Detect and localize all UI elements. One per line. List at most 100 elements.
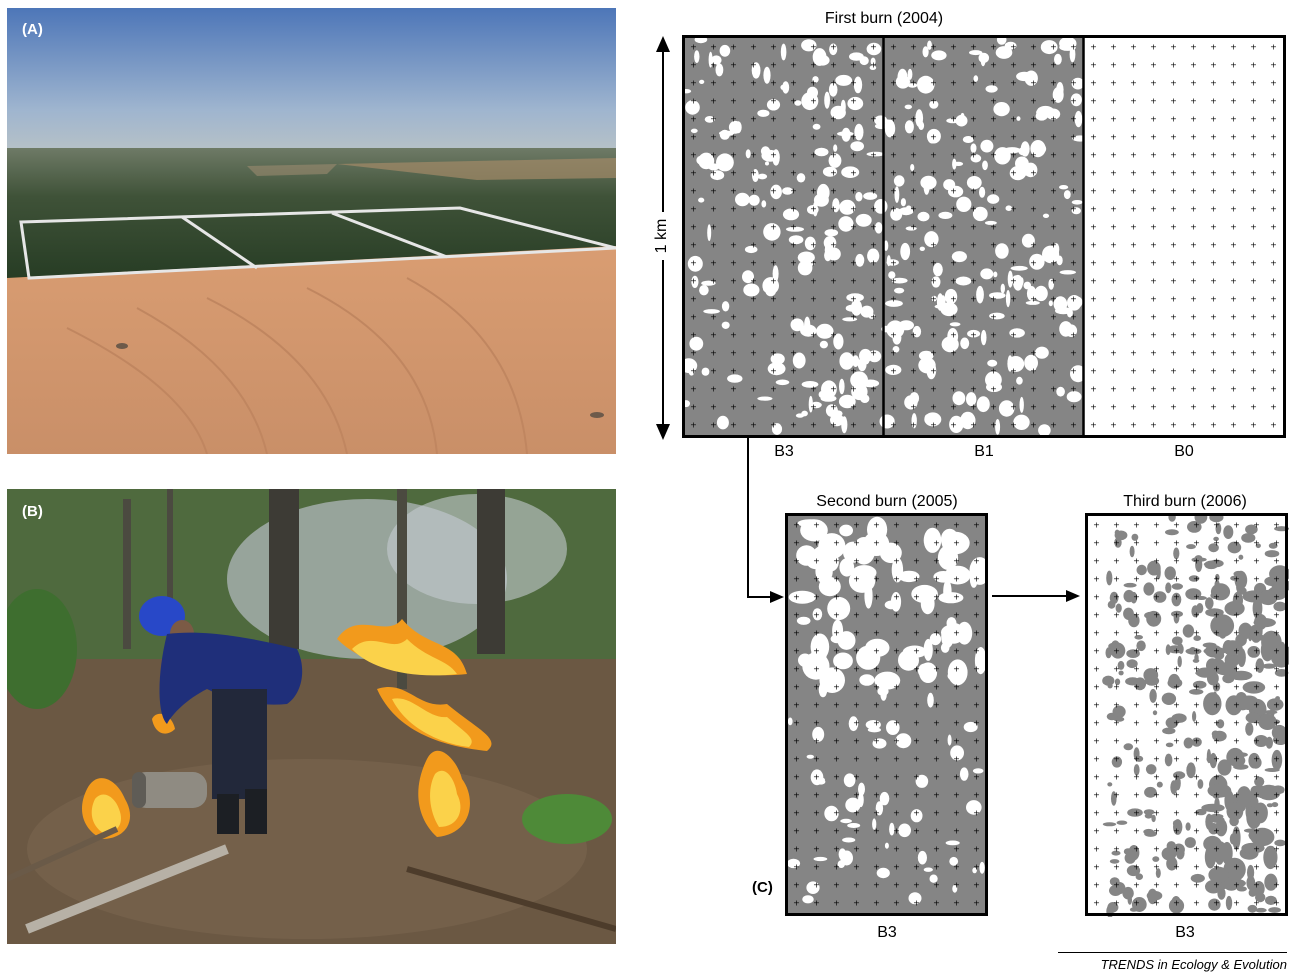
- patch: [1264, 873, 1278, 891]
- grid-marker: +: [790, 133, 797, 142]
- patch: [1145, 764, 1157, 775]
- grid-marker: +: [1173, 845, 1180, 854]
- grid-marker: +: [793, 593, 800, 602]
- grid-marker: +: [893, 575, 900, 584]
- patch: [727, 374, 743, 383]
- grid-marker: +: [1213, 575, 1220, 584]
- grid-marker: +: [1210, 403, 1217, 412]
- patch: [967, 329, 981, 338]
- grid-marker: +: [1230, 151, 1237, 160]
- grid-marker: +: [1133, 521, 1140, 530]
- grid-marker: +: [1253, 845, 1260, 854]
- grid-marker: +: [1010, 367, 1017, 376]
- patch: [1188, 575, 1200, 582]
- patch: [1162, 727, 1176, 735]
- grid-marker: +: [1070, 79, 1077, 88]
- patch: [1271, 802, 1279, 808]
- grid-marker: +: [810, 187, 817, 196]
- grid-marker: +: [1190, 259, 1197, 268]
- patch: [1171, 583, 1183, 590]
- patch: [1203, 561, 1220, 567]
- grid-marker: +: [1270, 277, 1277, 286]
- grid-marker: +: [913, 863, 920, 872]
- grid-marker: +: [850, 241, 857, 250]
- patch: [801, 381, 819, 388]
- grid-marker: +: [933, 701, 940, 710]
- grid-marker: +: [1070, 331, 1077, 340]
- grid-marker: +: [910, 385, 917, 394]
- grid-marker: +: [1133, 881, 1140, 890]
- patch: [976, 396, 990, 413]
- grid-marker: +: [1233, 719, 1240, 728]
- grid-marker: +: [690, 79, 697, 88]
- patch: [885, 300, 903, 307]
- grid-marker: +: [1233, 845, 1240, 854]
- patch: [980, 56, 986, 67]
- grid-marker: +: [1230, 385, 1237, 394]
- patch: [1016, 71, 1033, 82]
- grid-marker: +: [1213, 629, 1220, 638]
- patch: [1107, 683, 1113, 689]
- grid-marker: +: [1130, 385, 1137, 394]
- patch: [874, 671, 901, 690]
- grid-marker: +: [1250, 277, 1257, 286]
- arrow-head: [1066, 590, 1080, 602]
- grid-marker: +: [873, 611, 880, 620]
- grid-marker: +: [930, 349, 937, 358]
- grid-marker: +: [1153, 881, 1160, 890]
- grid-marker: +: [1250, 241, 1257, 250]
- grid-marker: +: [1133, 899, 1140, 908]
- patch: [955, 276, 972, 286]
- patch: [1253, 735, 1269, 747]
- grid-marker: +: [830, 277, 837, 286]
- patch: [1238, 695, 1260, 711]
- patch: [1124, 852, 1136, 864]
- grid-marker: +: [930, 241, 937, 250]
- grid-marker: +: [990, 151, 997, 160]
- grid-marker: +: [790, 349, 797, 358]
- patch: [804, 236, 816, 251]
- patch: [795, 413, 805, 418]
- grid-marker: +: [873, 539, 880, 548]
- grid-marker: +: [710, 385, 717, 394]
- patch: [1255, 892, 1266, 903]
- grid-marker: +: [913, 629, 920, 638]
- patch: [817, 183, 830, 202]
- grid-marker: +: [793, 827, 800, 836]
- patch: [832, 198, 840, 213]
- patch: [790, 318, 804, 332]
- patch: [1056, 386, 1065, 397]
- patch: [876, 867, 890, 879]
- grid-marker: +: [893, 683, 900, 692]
- grid-marker: +: [1150, 205, 1157, 214]
- grid-marker: +: [1093, 557, 1100, 566]
- grid-marker: +: [830, 403, 837, 412]
- grid-marker: +: [1090, 151, 1097, 160]
- patch: [966, 392, 977, 407]
- grid-marker: +: [730, 169, 737, 178]
- grid-marker: +: [833, 665, 840, 674]
- patch: [812, 76, 819, 83]
- patch: [1122, 886, 1134, 900]
- grid-marker: +: [1210, 241, 1217, 250]
- patch: [1225, 695, 1243, 716]
- grid-marker: +: [950, 367, 957, 376]
- patch: [1190, 873, 1205, 883]
- grid-marker: +: [1170, 331, 1177, 340]
- grid-marker: +: [770, 187, 777, 196]
- grid-marker: +: [1170, 223, 1177, 232]
- grid-marker: +: [873, 665, 880, 674]
- grid-marker: +: [1210, 313, 1217, 322]
- grid-marker: +: [913, 647, 920, 656]
- grid-marker: +: [750, 169, 757, 178]
- grid-marker: +: [1233, 521, 1240, 530]
- patch: [708, 51, 713, 68]
- patch: [929, 633, 942, 646]
- grid-marker: +: [1233, 611, 1240, 620]
- grid-marker: +: [1010, 169, 1017, 178]
- patch: [810, 643, 827, 669]
- patch: [1030, 140, 1046, 158]
- grid-marker: +: [1050, 313, 1057, 322]
- grid-marker: +: [1253, 881, 1260, 890]
- grid-marker: +: [890, 241, 897, 250]
